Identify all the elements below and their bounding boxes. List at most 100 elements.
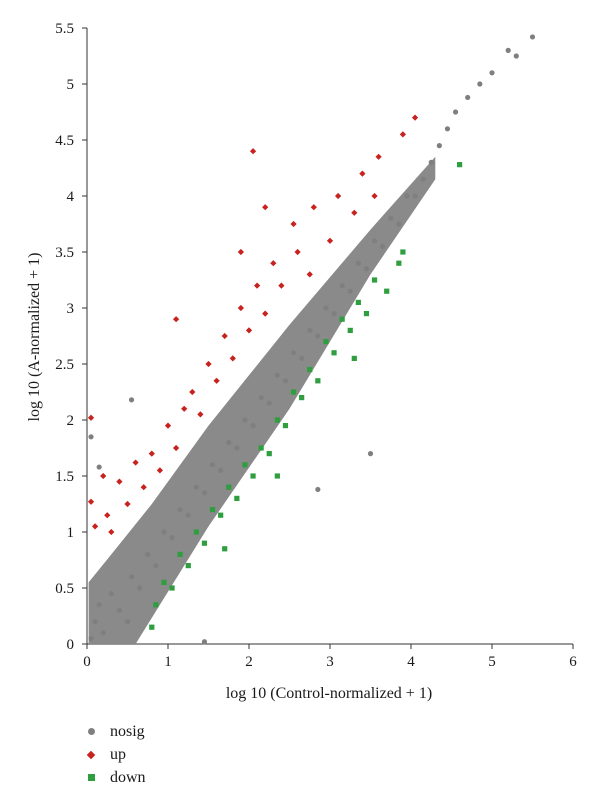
nosig-point	[201, 490, 208, 496]
up-point	[290, 220, 297, 228]
nosig-point	[169, 535, 175, 541]
nosig-point	[331, 311, 337, 317]
nosig-point	[274, 372, 280, 378]
up-point	[326, 237, 334, 244]
x-tick-label: 5	[488, 654, 496, 670]
down-point	[290, 389, 297, 395]
y-tick-label: 4.5	[55, 133, 74, 149]
nosig-point	[88, 434, 94, 440]
nosig-point	[412, 193, 418, 199]
down-point	[222, 546, 228, 552]
up-point	[140, 484, 147, 491]
up-point	[164, 422, 172, 429]
legend-label-down: down	[110, 768, 146, 786]
x-tick-label: 1	[164, 654, 172, 670]
y-tick-label: 0.5	[55, 581, 74, 597]
y-tick-label: 5.5	[55, 21, 74, 37]
up-point	[104, 512, 111, 519]
nosig-point	[218, 467, 224, 473]
down-point	[457, 162, 463, 168]
up-point	[375, 153, 382, 160]
up-point	[108, 528, 115, 536]
nosig-point	[489, 70, 495, 76]
up-point	[399, 131, 407, 138]
down-point	[218, 512, 224, 518]
nosig-density-band	[88, 156, 436, 645]
up-point	[334, 192, 342, 200]
legend-item-down: down	[84, 766, 146, 789]
down-point	[201, 540, 208, 546]
down-point	[315, 378, 321, 384]
up-point	[189, 388, 196, 396]
down-point	[347, 327, 353, 333]
down-point	[323, 339, 329, 345]
up-point	[181, 405, 188, 412]
up-point	[411, 114, 419, 121]
up-point	[91, 523, 99, 530]
nosig-point	[128, 574, 135, 580]
nosig-point	[177, 507, 183, 513]
nosig-point	[436, 143, 442, 149]
up-point	[371, 192, 378, 200]
nosig-point	[124, 619, 131, 625]
down-point	[149, 624, 155, 630]
nosig-point	[185, 512, 191, 518]
down-point	[355, 299, 361, 305]
y-tick-label: 2.5	[55, 357, 74, 373]
nosig-point	[477, 81, 483, 87]
up-point	[253, 282, 261, 289]
nosig-point	[299, 355, 305, 361]
up-point	[100, 472, 107, 480]
nosig-point	[355, 260, 361, 266]
down-point	[250, 473, 256, 479]
nosig-marker-icon	[87, 728, 95, 735]
nosig-point	[396, 221, 402, 227]
nosig-point	[388, 215, 394, 221]
down-marker-icon	[87, 774, 95, 781]
nosig-point	[363, 266, 370, 272]
up-point	[172, 444, 180, 452]
nosig-point	[444, 126, 451, 132]
legend-item-nosig: nosig	[84, 720, 146, 743]
up-point	[245, 327, 253, 334]
nosig-point	[339, 283, 345, 289]
up-point	[124, 500, 131, 508]
up-point	[278, 282, 285, 289]
nosig-point	[258, 395, 264, 401]
nosig-point	[465, 94, 471, 101]
nosig-point	[145, 551, 151, 558]
nosig-point	[88, 635, 94, 642]
up-point	[132, 459, 139, 466]
up-point	[87, 414, 95, 421]
up-point	[116, 478, 123, 485]
x-tick-label: 0	[83, 654, 91, 670]
nosig-point	[96, 464, 102, 470]
up-point	[213, 377, 220, 384]
down-point	[331, 350, 337, 356]
down-point	[363, 311, 370, 317]
down-point	[226, 484, 232, 490]
nosig-point	[380, 243, 386, 249]
down-point	[169, 585, 175, 591]
nosig-point	[226, 439, 232, 445]
nosig-point	[282, 378, 289, 384]
nosig-point	[92, 619, 98, 625]
down-point	[371, 277, 378, 283]
x-axis-label: log 10 (Control-normalized + 1)	[226, 685, 432, 702]
legend-label-up: up	[110, 745, 126, 763]
x-tick-label: 2	[245, 654, 253, 670]
down-point	[209, 507, 216, 513]
down-point	[351, 355, 357, 361]
up-point	[270, 260, 277, 267]
y-tick-label: 1.5	[55, 469, 74, 485]
nosig-point	[367, 451, 374, 457]
up-point	[237, 248, 245, 256]
nosig-point	[161, 529, 167, 535]
y-tick-label: 3	[67, 301, 75, 317]
down-point	[400, 249, 406, 255]
up-marker-icon	[86, 750, 96, 759]
down-point	[266, 451, 272, 457]
up-point	[306, 271, 313, 278]
x-tick-label: 3	[326, 654, 334, 670]
